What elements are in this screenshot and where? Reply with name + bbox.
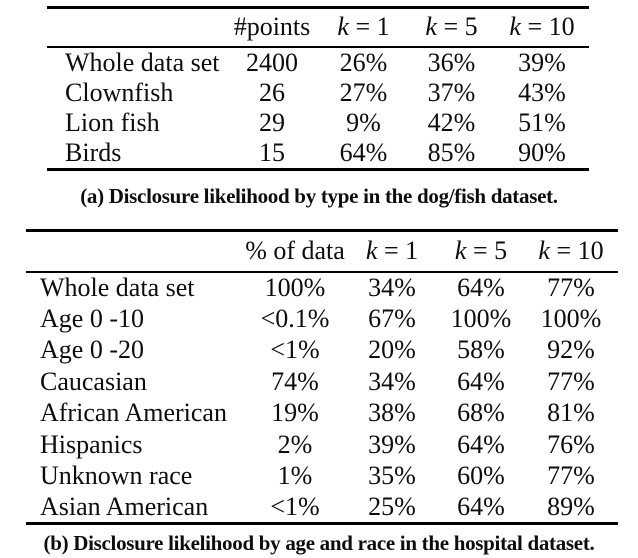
cell-k10: 89% <box>547 492 595 521</box>
cell-k1: 34% <box>368 366 416 396</box>
cell-points: 26 <box>259 77 285 107</box>
table-row: Age 0 -20 <1% 20% 58% 92% <box>26 335 618 367</box>
cell-k5: 64% <box>457 492 505 521</box>
cell-k1: 35% <box>368 461 416 491</box>
cell-points: 15 <box>259 137 285 167</box>
table-row: Caucasian 74% 34% 64% 77% <box>26 366 618 398</box>
cell-k10: 90% <box>518 137 566 167</box>
table-a-col-header-k5: k = 5 <box>408 7 495 48</box>
row-label: African American <box>40 398 227 428</box>
cell-k5: 100% <box>450 303 512 333</box>
table-b-col-header-k5: k = 5 <box>438 230 524 273</box>
cell-points: 29 <box>259 107 285 137</box>
cell-share: 100% <box>264 272 326 302</box>
table-b-header-row: % of data k = 1 k = 5 k = 10 <box>26 230 618 273</box>
table-b-caption: (b) Disclosure likelihood by age and rac… <box>43 531 595 555</box>
table-row: African American 19% 38% 68% 81% <box>26 398 618 430</box>
cell-k5: 36% <box>427 47 476 77</box>
cell-k1: 26% <box>339 47 388 77</box>
cell-k10: 100% <box>540 303 602 333</box>
cell-k10: 77% <box>547 461 595 491</box>
cell-share: 74% <box>271 366 319 396</box>
cell-points: 2400 <box>246 47 298 77</box>
cell-k5: 64% <box>457 366 505 396</box>
table-a-col-header-k1: k = 1 <box>319 7 408 48</box>
cell-k5: 64% <box>457 429 505 459</box>
table-row: Hispanics 2% 39% 64% 76% <box>26 429 618 461</box>
table-row: Age 0 -10 <0.1% 67% 100% 100% <box>26 303 618 335</box>
cell-k5: 68% <box>457 398 505 428</box>
table-row: Unknown race 1% 35% 60% 77% <box>26 461 618 493</box>
table-row: Birds 15 64% 85% 90% <box>47 138 589 170</box>
cell-k10: 81% <box>547 398 595 428</box>
cell-k1: 27% <box>339 77 388 107</box>
table-a-col-header-points: #points <box>225 7 319 48</box>
cell-share: 2% <box>277 429 313 459</box>
cell-k5: 42% <box>427 107 476 137</box>
row-label: Lion fish <box>65 107 160 137</box>
cell-k5: 37% <box>427 77 476 107</box>
table-a-header-row: #points k = 1 k = 5 k = 10 <box>47 7 589 48</box>
cell-k10: 51% <box>518 107 566 137</box>
table-a-caption: (a) Disclosure likelihood by type in the… <box>80 184 558 208</box>
cell-k10: 77% <box>547 272 595 302</box>
cell-k1: 25% <box>368 492 416 521</box>
row-label: Caucasian <box>40 366 147 396</box>
cell-k1: 20% <box>368 335 416 365</box>
cell-k10: 39% <box>518 47 566 77</box>
row-label: Age 0 -10 <box>40 303 144 333</box>
row-label: Age 0 -20 <box>40 335 144 365</box>
cell-k10: 43% <box>518 77 566 107</box>
cell-share: <1% <box>270 492 320 521</box>
table-row: Asian American <1% 25% 64% 89% <box>26 492 618 524</box>
row-label: Whole data set <box>40 272 195 302</box>
cell-share: 19% <box>271 398 319 428</box>
table-a-corner-header <box>47 7 225 48</box>
row-label: Birds <box>65 137 122 167</box>
row-label: Hispanics <box>40 429 143 459</box>
table-a-col-header-k10: k = 10 <box>495 7 589 48</box>
cell-share: <0.1% <box>260 303 330 333</box>
cell-share: 1% <box>277 461 313 491</box>
table-row: Clownfish 26 27% 37% 43% <box>47 78 589 108</box>
table-hospital-dataset: % of data k = 1 k = 5 k = 10 Whole data … <box>26 229 618 525</box>
cell-k10: 76% <box>547 429 595 459</box>
row-label: Asian American <box>40 492 209 521</box>
row-label: Unknown race <box>40 461 193 491</box>
table-b-col-header-k1: k = 1 <box>346 230 438 273</box>
cell-k1: 38% <box>368 398 416 428</box>
cell-k1: 9% <box>346 107 381 137</box>
cell-k1: 67% <box>368 303 416 333</box>
row-label: Whole data set <box>65 47 220 77</box>
cell-k5: 85% <box>427 137 476 167</box>
cell-k5: 58% <box>457 335 505 365</box>
cell-k1: 39% <box>368 429 416 459</box>
cell-k1: 34% <box>368 272 416 302</box>
cell-k10: 92% <box>547 335 595 365</box>
table-b-corner-header <box>26 230 244 273</box>
cell-k5: 60% <box>457 461 505 491</box>
cell-k5: 64% <box>457 272 505 302</box>
cell-share: <1% <box>270 335 320 365</box>
table-b-col-header-share: % of data <box>244 230 346 273</box>
table-b-col-header-k10: k = 10 <box>524 230 618 273</box>
cell-k1: 64% <box>339 137 388 167</box>
cell-k10: 77% <box>547 366 595 396</box>
row-label: Clownfish <box>65 77 174 107</box>
table-row: Whole data set 2400 26% 36% 39% <box>47 47 589 78</box>
table-row: Whole data set 100% 34% 64% 77% <box>26 272 618 304</box>
table-row: Lion fish 29 9% 42% 51% <box>47 108 589 138</box>
table-dogfish-dataset: #points k = 1 k = 5 k = 10 Whole data se… <box>47 6 589 171</box>
